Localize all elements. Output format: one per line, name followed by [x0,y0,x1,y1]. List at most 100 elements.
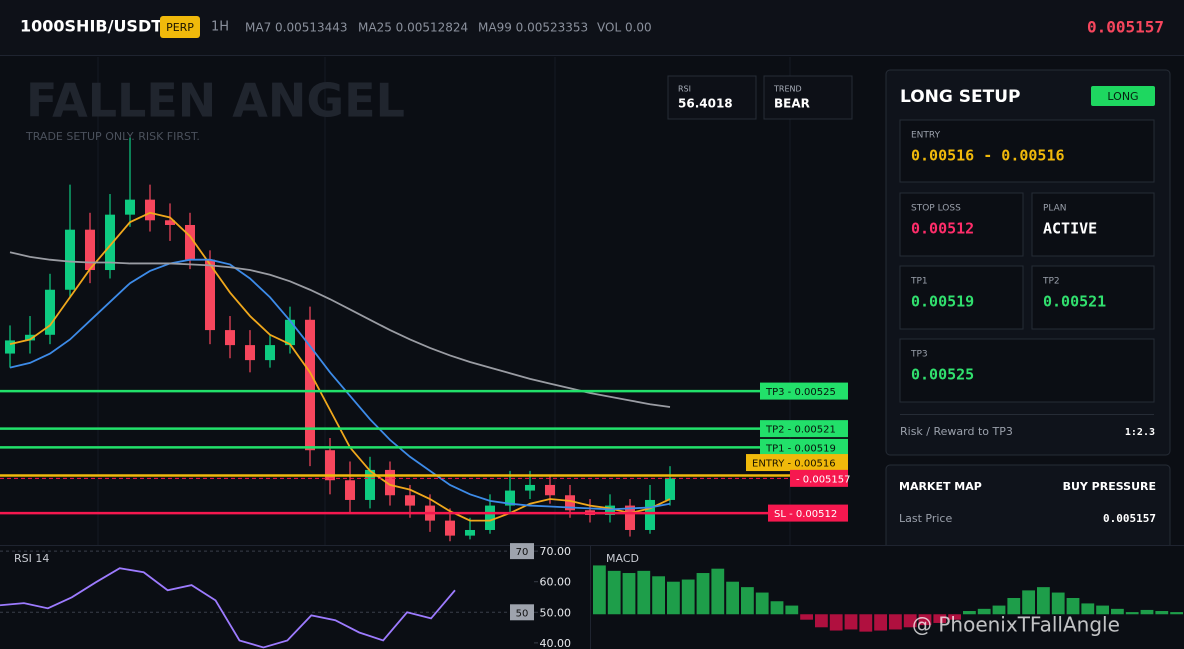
macd-bar [785,605,799,615]
macd-bar [1155,611,1169,615]
candle-body [165,220,175,225]
stop-box [899,192,1024,257]
rsi-pane: 70 50 70.00 60.00 50.00 40.00 [0,543,571,649]
tp1-label: TP1 [910,277,928,287]
macd-bar [711,568,725,615]
level-tag-text: - 0.005157 [796,474,851,485]
candle-body [485,505,495,530]
plan-label: PLAN [1043,204,1067,214]
symbol: 1000SHIB/USDT [20,17,162,36]
candle-body [345,480,355,500]
macd-bar [963,611,976,615]
candle-body [85,229,95,271]
rsi-level-tag [510,543,534,560]
moving-average [9,251,671,408]
indicator: MA7 0.00513443 [245,21,348,35]
candle-body [65,229,75,290]
macd-bar [977,608,991,615]
macd-bar [800,614,813,620]
macd-title: MACD [606,552,639,565]
watermark: @ PhoenixTFallAngle [912,613,1120,637]
macd-bar [681,579,695,615]
long-badge [1091,86,1155,106]
stat-value: BEAR [774,97,810,111]
entry-box [899,119,1155,183]
candle-body [445,520,455,536]
candle-body [305,319,315,451]
macd-bar [859,614,873,632]
rsi-title: RSI 14 [14,552,49,565]
macd-bar [593,565,606,615]
candle-body [505,490,515,506]
market-title: MARKET MAP [899,480,982,493]
rr-value: 1:2.3 [1125,427,1155,438]
tp3-box [899,338,1155,403]
setup-panel: LONG SETUP LONG ENTRY 0.00516 - 0.00516 … [885,69,1171,456]
candle-body [25,334,35,341]
tp2-value: 0.00521 [1043,293,1106,311]
macd-bar [844,614,858,630]
rsi-level-text: 50 [516,608,529,619]
stat-label: TREND [773,85,802,94]
market-status: BUY PRESSURE [1063,480,1156,493]
macd-bar [652,576,665,615]
stop-value: 0.00512 [911,220,974,238]
market-map: MARKET MAP BUY PRESSURE Last Price 0.005… [885,464,1171,566]
candle-body [465,529,475,536]
rsi-line [0,567,456,649]
tp1-box [899,265,1024,330]
tp3-label: TP3 [910,350,928,360]
candle-body [365,469,375,500]
panel-title: LONG SETUP [900,87,1021,107]
level-tag-text: TP3 - 0.00525 [765,387,836,398]
stat-label: RSI [678,85,691,94]
macd-bar [918,614,932,626]
macd-bar [726,581,739,615]
macd-bar [1081,603,1095,615]
candle-body [565,495,575,511]
macd-pane [593,565,1183,632]
moving-average [9,258,671,511]
candle-body [605,505,615,515]
macd-bar [622,573,636,615]
overlay-subtitle: TRADE SETUP ONLY. RISK FIRST. [25,130,200,143]
macd-bar [1096,605,1109,615]
macd-bar [1066,597,1080,615]
y-tick-label: 40.00 [540,637,572,649]
y-tick-label: 60.00 [540,576,572,589]
rsi-level-tag [510,604,534,621]
overlay-title: FALLEN ANGEL [26,74,405,128]
candle-body [325,450,335,481]
macd-bar [1022,590,1035,615]
macd-bar [933,614,947,623]
level-tag [746,454,848,472]
candle-body [285,319,295,346]
entry-label: ENTRY [911,131,941,141]
header-last-price: 0.005157 [1087,18,1164,37]
candle-body [45,289,55,335]
macd-bar [667,581,680,615]
macd-bar [1140,609,1154,615]
candle-body [225,330,235,346]
last-price-value: 0.005157 [1103,512,1156,525]
level-tag-text: TP1 - 0.00519 [765,443,836,454]
stat-box [763,75,853,120]
stat-value: 56.4018 [678,97,733,111]
tp1-value: 0.00519 [911,293,974,311]
level-tag-text: TP2 - 0.00521 [765,425,836,436]
macd-bar [1051,592,1065,615]
price-chart: TP3 - 0.00525 TP2 - 0.00521 TP1 - 0.00519 E… [0,137,851,542]
level-tag [790,469,848,487]
tp2-label: TP2 [1042,277,1060,287]
candle-body [245,345,255,361]
lower-panes [0,545,1184,649]
interval[interactable]: 1H [211,20,229,35]
macd-bar [1125,612,1139,615]
y-tick-label: 50.00 [540,606,572,619]
macd-bar [1007,597,1021,615]
level-tag [760,420,848,438]
macd-bar [1037,587,1050,615]
macd-bar [770,601,784,615]
candle-body [625,505,635,530]
candle-body [185,224,195,260]
